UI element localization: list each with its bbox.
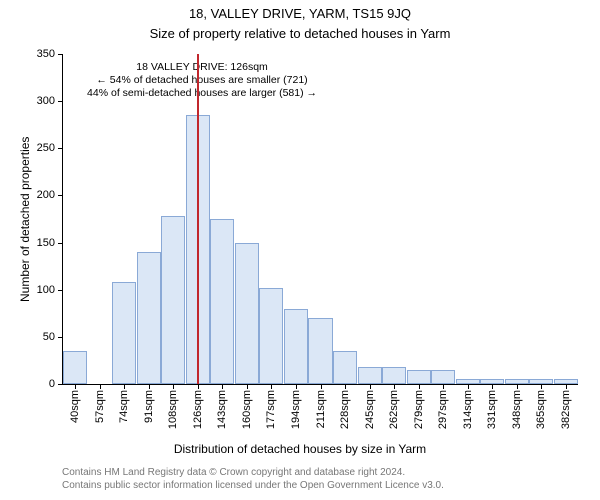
x-tick-label: 74sqm <box>118 390 130 423</box>
x-tick-label: 57sqm <box>94 390 106 423</box>
x-tick-label: 160sqm <box>241 390 253 429</box>
y-tick-label: 250 <box>37 142 55 154</box>
histogram-bar <box>407 370 431 384</box>
x-tick-label: 331sqm <box>486 390 498 429</box>
x-tick-label: 228sqm <box>339 390 351 429</box>
histogram-bar <box>161 216 185 384</box>
y-tick-label: 0 <box>49 378 55 390</box>
x-tick-label: 40sqm <box>69 390 81 423</box>
footer-line-1: Contains HM Land Registry data © Crown c… <box>62 466 444 479</box>
annotation-line-3: 44% of semi-detached houses are larger (… <box>87 87 317 100</box>
histogram-bar <box>431 370 455 384</box>
chart-supertitle: 18, VALLEY DRIVE, YARM, TS15 9JQ <box>0 6 600 21</box>
x-tick-label: 143sqm <box>216 390 228 429</box>
x-tick-label: 194sqm <box>290 390 302 429</box>
y-tick-label: 100 <box>37 284 55 296</box>
y-tick-label: 150 <box>37 237 55 249</box>
x-tick-label: 126sqm <box>192 390 204 429</box>
y-tick-label: 350 <box>37 48 55 60</box>
x-tick-label: 348sqm <box>511 390 523 429</box>
x-axis-label: Distribution of detached houses by size … <box>0 442 600 456</box>
histogram-bar <box>284 309 308 384</box>
x-tick-label: 297sqm <box>437 390 449 429</box>
chart-container: { "supertitle": "18, VALLEY DRIVE, YARM,… <box>0 0 600 500</box>
chart-title: Size of property relative to detached ho… <box>0 26 600 41</box>
histogram-bar <box>63 351 87 384</box>
y-tick-label: 50 <box>43 331 55 343</box>
histogram-bar <box>358 367 382 384</box>
footer-attribution: Contains HM Land Registry data © Crown c… <box>62 466 444 492</box>
x-tick-label: 365sqm <box>535 390 547 429</box>
annotation-line-1: 18 VALLEY DRIVE: 126sqm <box>87 61 317 74</box>
histogram-bar <box>112 282 136 384</box>
x-tick-label: 177sqm <box>265 390 277 429</box>
histogram-bar <box>382 367 406 384</box>
y-tick-label: 200 <box>37 189 55 201</box>
x-tick-label: 279sqm <box>413 390 425 429</box>
histogram-bar <box>210 219 234 384</box>
y-axis-label: Number of detached properties <box>18 136 32 301</box>
histogram-bar <box>308 318 332 384</box>
histogram-bar <box>235 243 259 384</box>
x-tick-label: 211sqm <box>315 390 327 428</box>
x-tick-label: 382sqm <box>560 390 572 429</box>
reference-line <box>197 54 199 384</box>
histogram-bar <box>333 351 357 384</box>
x-tick-label: 245sqm <box>364 390 376 429</box>
y-tick-label: 300 <box>37 95 55 107</box>
histogram-bar <box>137 252 161 384</box>
annotation-line-2: ← 54% of detached houses are smaller (72… <box>87 74 317 87</box>
x-tick-label: 91sqm <box>143 390 155 423</box>
x-tick-label: 262sqm <box>388 390 400 429</box>
footer-line-2: Contains public sector information licen… <box>62 479 444 492</box>
x-tick-label: 108sqm <box>167 390 179 429</box>
x-tick-label: 314sqm <box>462 390 474 429</box>
histogram-bar <box>259 288 283 384</box>
plot-area: 18 VALLEY DRIVE: 126sqm ← 54% of detache… <box>62 54 578 385</box>
annotation-box: 18 VALLEY DRIVE: 126sqm ← 54% of detache… <box>83 59 321 102</box>
